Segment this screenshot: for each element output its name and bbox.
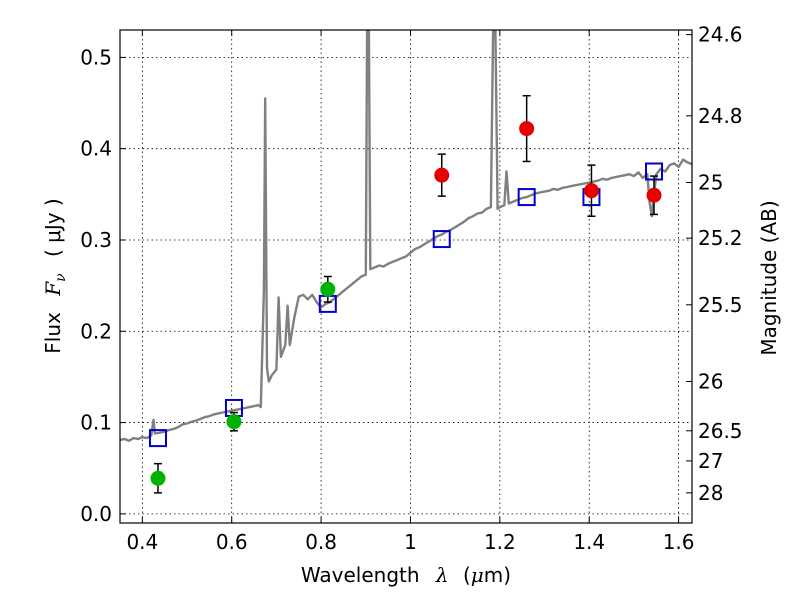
y-tick-label: 0.3	[80, 228, 112, 252]
observed-data-point	[320, 281, 336, 297]
y-axis-label-subscript: ν	[53, 273, 69, 282]
observed-data-point	[150, 470, 166, 486]
observed-data-point	[434, 167, 450, 183]
plot-frame	[119, 29, 693, 524]
y-axis-label-symbol: F	[41, 281, 65, 297]
y-axis-label-unit: ( μJy )	[41, 198, 65, 257]
y2-tick-label: 25.5	[698, 293, 743, 317]
y2-tick-label: 28	[698, 481, 723, 505]
y2-tick-label: 27	[698, 449, 723, 473]
y-tick-label: 0.1	[80, 411, 112, 435]
y-axis-label: Flux Fν ( μJy )	[41, 198, 70, 353]
y2-tick-label: 25	[698, 170, 723, 194]
y-axis-label-prefix: Flux	[41, 312, 65, 354]
y2-tick-label: 26.5	[698, 419, 743, 443]
x-tick-label: 0.4	[126, 530, 158, 554]
right-axis-label: Magnitude (AB)	[757, 200, 781, 355]
x-tick-label: 0.8	[305, 530, 337, 554]
model-photometry-square	[517, 188, 536, 207]
observed-data-point	[226, 414, 242, 430]
y-tick-label: 0.4	[80, 137, 112, 161]
grid-lines	[120, 30, 692, 523]
y2-tick-label: 24.6	[698, 23, 743, 47]
y2-tick-label: 26	[698, 369, 723, 393]
axis-ticks: 0.4 0.6 0.8 1 1.2 1.4 1.6 0.0 0.1 0.2 0.3 0.4 0.5 24.…	[80, 23, 742, 554]
y-tick-label: 0.0	[80, 502, 112, 526]
y2-tick-label: 25.2	[698, 226, 743, 250]
x-axis-label-unit-mu: μ	[471, 563, 484, 587]
x-tick-label: 1.6	[663, 530, 695, 554]
model-photometry-square	[432, 230, 451, 249]
x-tick-label: 0.6	[216, 530, 248, 554]
observed-data-point	[646, 187, 662, 203]
observed-data-point	[583, 183, 599, 199]
x-axis-label-prefix: Wavelength	[301, 563, 420, 587]
y2-tick-label: 24.8	[698, 104, 743, 128]
x-axis-label: Wavelength λ (μm)	[301, 563, 511, 587]
plot-area	[120, 30, 692, 494]
x-axis-label-unit-rest: m)	[484, 563, 511, 587]
x-tick-label: 1.4	[573, 530, 605, 554]
x-tick-label: 1.2	[484, 530, 516, 554]
observed-data-point	[519, 121, 535, 137]
y-tick-label: 0.5	[80, 45, 112, 69]
spectrum-line	[120, 30, 692, 442]
y-tick-label: 0.2	[80, 319, 112, 343]
x-axis-label-symbol: λ	[435, 563, 449, 587]
model-photometry-square	[148, 429, 167, 448]
x-axis-label-unit-open: (	[463, 563, 471, 587]
x-tick-label: 1	[404, 530, 417, 554]
